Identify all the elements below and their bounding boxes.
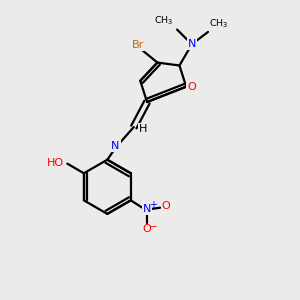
Text: H: H	[139, 124, 147, 134]
Text: N: N	[111, 141, 120, 151]
Text: N: N	[188, 39, 196, 49]
Text: +: +	[149, 200, 158, 210]
Text: CH$_3$: CH$_3$	[154, 15, 174, 27]
Text: O: O	[187, 82, 196, 92]
Text: N: N	[143, 204, 151, 214]
Text: O: O	[162, 201, 170, 211]
Text: CH$_3$: CH$_3$	[209, 17, 229, 30]
Text: O: O	[142, 224, 151, 234]
Text: HO: HO	[47, 158, 64, 168]
Text: Br: Br	[132, 40, 144, 50]
Text: −: −	[149, 222, 158, 233]
